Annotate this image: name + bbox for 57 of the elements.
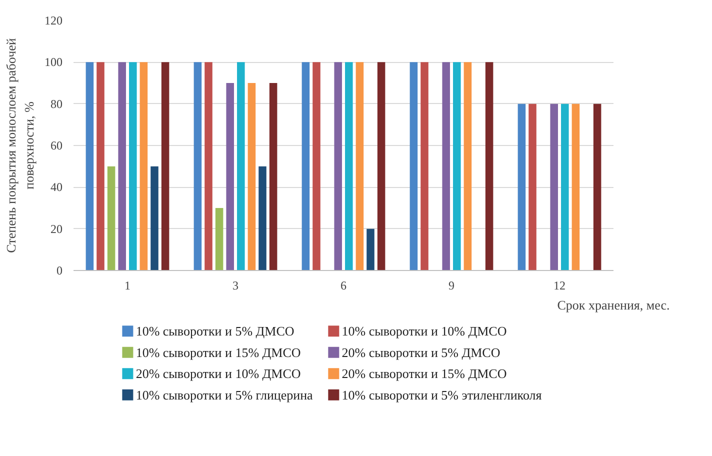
- bar: [420, 62, 428, 270]
- bar: [258, 166, 266, 270]
- legend-label: 10% сыворотки и 5% ДМСО: [136, 324, 294, 339]
- bar: [561, 104, 569, 270]
- x-tick-label: 3: [232, 278, 238, 292]
- bar: [118, 62, 126, 270]
- x-tick-label: 9: [448, 278, 454, 292]
- bar: [215, 208, 224, 270]
- bar: [248, 83, 256, 270]
- bar: [366, 228, 374, 270]
- y-tick-label: 120: [44, 14, 62, 28]
- y-tick-label: 0: [56, 264, 62, 278]
- bar: [107, 166, 116, 270]
- bar: [302, 62, 310, 270]
- bar: [593, 104, 602, 270]
- x-tick-label: 6: [340, 278, 346, 292]
- bar: [442, 62, 450, 270]
- y-tick-label: 20: [50, 222, 62, 236]
- bar: [194, 62, 202, 270]
- y-tick-label: 40: [50, 180, 62, 194]
- bar: [129, 62, 137, 270]
- bar: [86, 62, 94, 270]
- x-tick-label: 1: [124, 278, 130, 292]
- legend-label: 10% сыворотки и 5% этиленгликоля: [342, 387, 542, 402]
- bar: [410, 62, 418, 270]
- x-tick-label: 12: [554, 278, 566, 292]
- bar: [572, 104, 580, 270]
- bar: [204, 62, 212, 270]
- bar: [334, 62, 342, 270]
- y-tick-label: 60: [50, 138, 62, 152]
- legend-label: 10% сыворотки и 5% глицерина: [136, 387, 314, 402]
- bar: [550, 104, 558, 270]
- y-tick-label: 80: [50, 96, 62, 111]
- y-axis-title: Степень покрытия монослоем рабочей поверхности, %: [4, 38, 36, 253]
- bar: [345, 62, 353, 270]
- bar: [518, 104, 526, 270]
- bar: [464, 62, 472, 270]
- bar: [140, 62, 148, 270]
- bar: [237, 62, 245, 270]
- bar: [226, 83, 234, 270]
- bar: [528, 104, 536, 270]
- y-tick-label: 100: [44, 55, 62, 70]
- bar: [96, 62, 104, 270]
- legend-label: 10% сыворотки и 10% ДМСО: [342, 324, 507, 339]
- bar: [485, 62, 494, 270]
- bar: [150, 166, 158, 270]
- x-axis-title: Срок хранения, мес.: [557, 298, 670, 312]
- bar: [356, 62, 364, 270]
- legend-label: 20% сыворотки и 15% ДМСО: [342, 366, 507, 382]
- legend-label: 20% сыворотки и 10% ДМСО: [136, 366, 301, 382]
- legend-label: 10% сыворотки и 15% ДМСО: [136, 344, 301, 360]
- bar: [377, 62, 386, 270]
- bar: [312, 62, 320, 270]
- bar: [161, 62, 170, 270]
- bar: [269, 83, 278, 270]
- bar: [453, 62, 461, 270]
- legend-label: 20% сыворотки и 5% ДМСО: [342, 344, 500, 360]
